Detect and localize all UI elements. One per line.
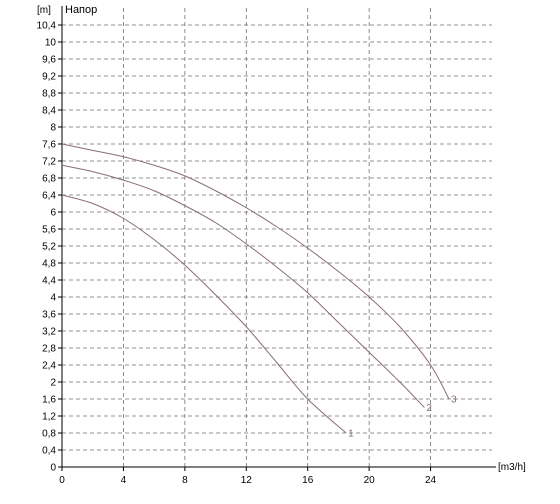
y-tick-label: 4,4 [42, 276, 56, 287]
x-tick-label: 4 [121, 475, 127, 486]
curve-1 [61, 194, 347, 434]
x-axis-unit-label: [m3/h] [498, 462, 526, 473]
y-tick-label: 9,2 [42, 72, 56, 83]
y-tick-label: 2,4 [42, 361, 56, 372]
labels: 0 0,4 0,8 1,2 1,6 2 2,4 2,8 3,2 3,6 4 4,4 4,8 5,2 5,6 6… [37, 21, 457, 487]
y-tick-label: 0,8 [42, 429, 56, 440]
y-tick-label: 7,6 [42, 140, 56, 151]
y-tick-label: 6,4 [42, 191, 56, 202]
y-tick-label: 1,6 [42, 395, 56, 406]
y-tick-label: 6,8 [42, 174, 56, 185]
y-tick-label: 6 [50, 208, 56, 219]
y-tick-label: 8 [50, 123, 56, 134]
chart-title: Напор [65, 4, 97, 16]
y-axis-unit-label: [m] [37, 5, 51, 16]
curve-label-3: 3 [451, 395, 457, 406]
curve-2 [61, 164, 425, 408]
curve-label-1: 1 [348, 429, 354, 440]
y-tick-label: 0 [50, 463, 56, 474]
y-tick-label: 0,4 [42, 446, 56, 457]
y-tick-label: 10,4 [37, 21, 57, 32]
y-tick-label: 8,4 [42, 106, 56, 117]
x-tick-label: 24 [425, 475, 437, 486]
y-tick-label: 5,2 [42, 242, 56, 253]
curve-3 [61, 143, 450, 400]
axes [58, 6, 496, 471]
y-tick-label: 9,6 [42, 55, 56, 66]
x-tick-label: 20 [364, 475, 376, 486]
y-tick-label: 1,2 [42, 412, 56, 423]
y-tick-label: 5,6 [42, 225, 56, 236]
y-tick-label: 4,8 [42, 259, 56, 270]
y-tick-label: 7,2 [42, 157, 56, 168]
x-tick-label: 12 [241, 475, 253, 486]
curves [61, 143, 450, 434]
x-tick-label: 8 [182, 475, 188, 486]
y-tick-label: 2,8 [42, 344, 56, 355]
y-tick-label: 3,6 [42, 310, 56, 321]
x-tick-label: 0 [59, 475, 65, 486]
grid [62, 8, 492, 467]
y-tick-label: 10 [45, 38, 57, 49]
x-tick-label: 16 [302, 475, 314, 486]
y-tick-label: 4 [50, 293, 56, 304]
y-tick-label: 2 [50, 378, 56, 389]
curve-label-2: 2 [426, 403, 432, 414]
y-tick-label: 3,2 [42, 327, 56, 338]
y-tick-label: 8,8 [42, 89, 56, 100]
